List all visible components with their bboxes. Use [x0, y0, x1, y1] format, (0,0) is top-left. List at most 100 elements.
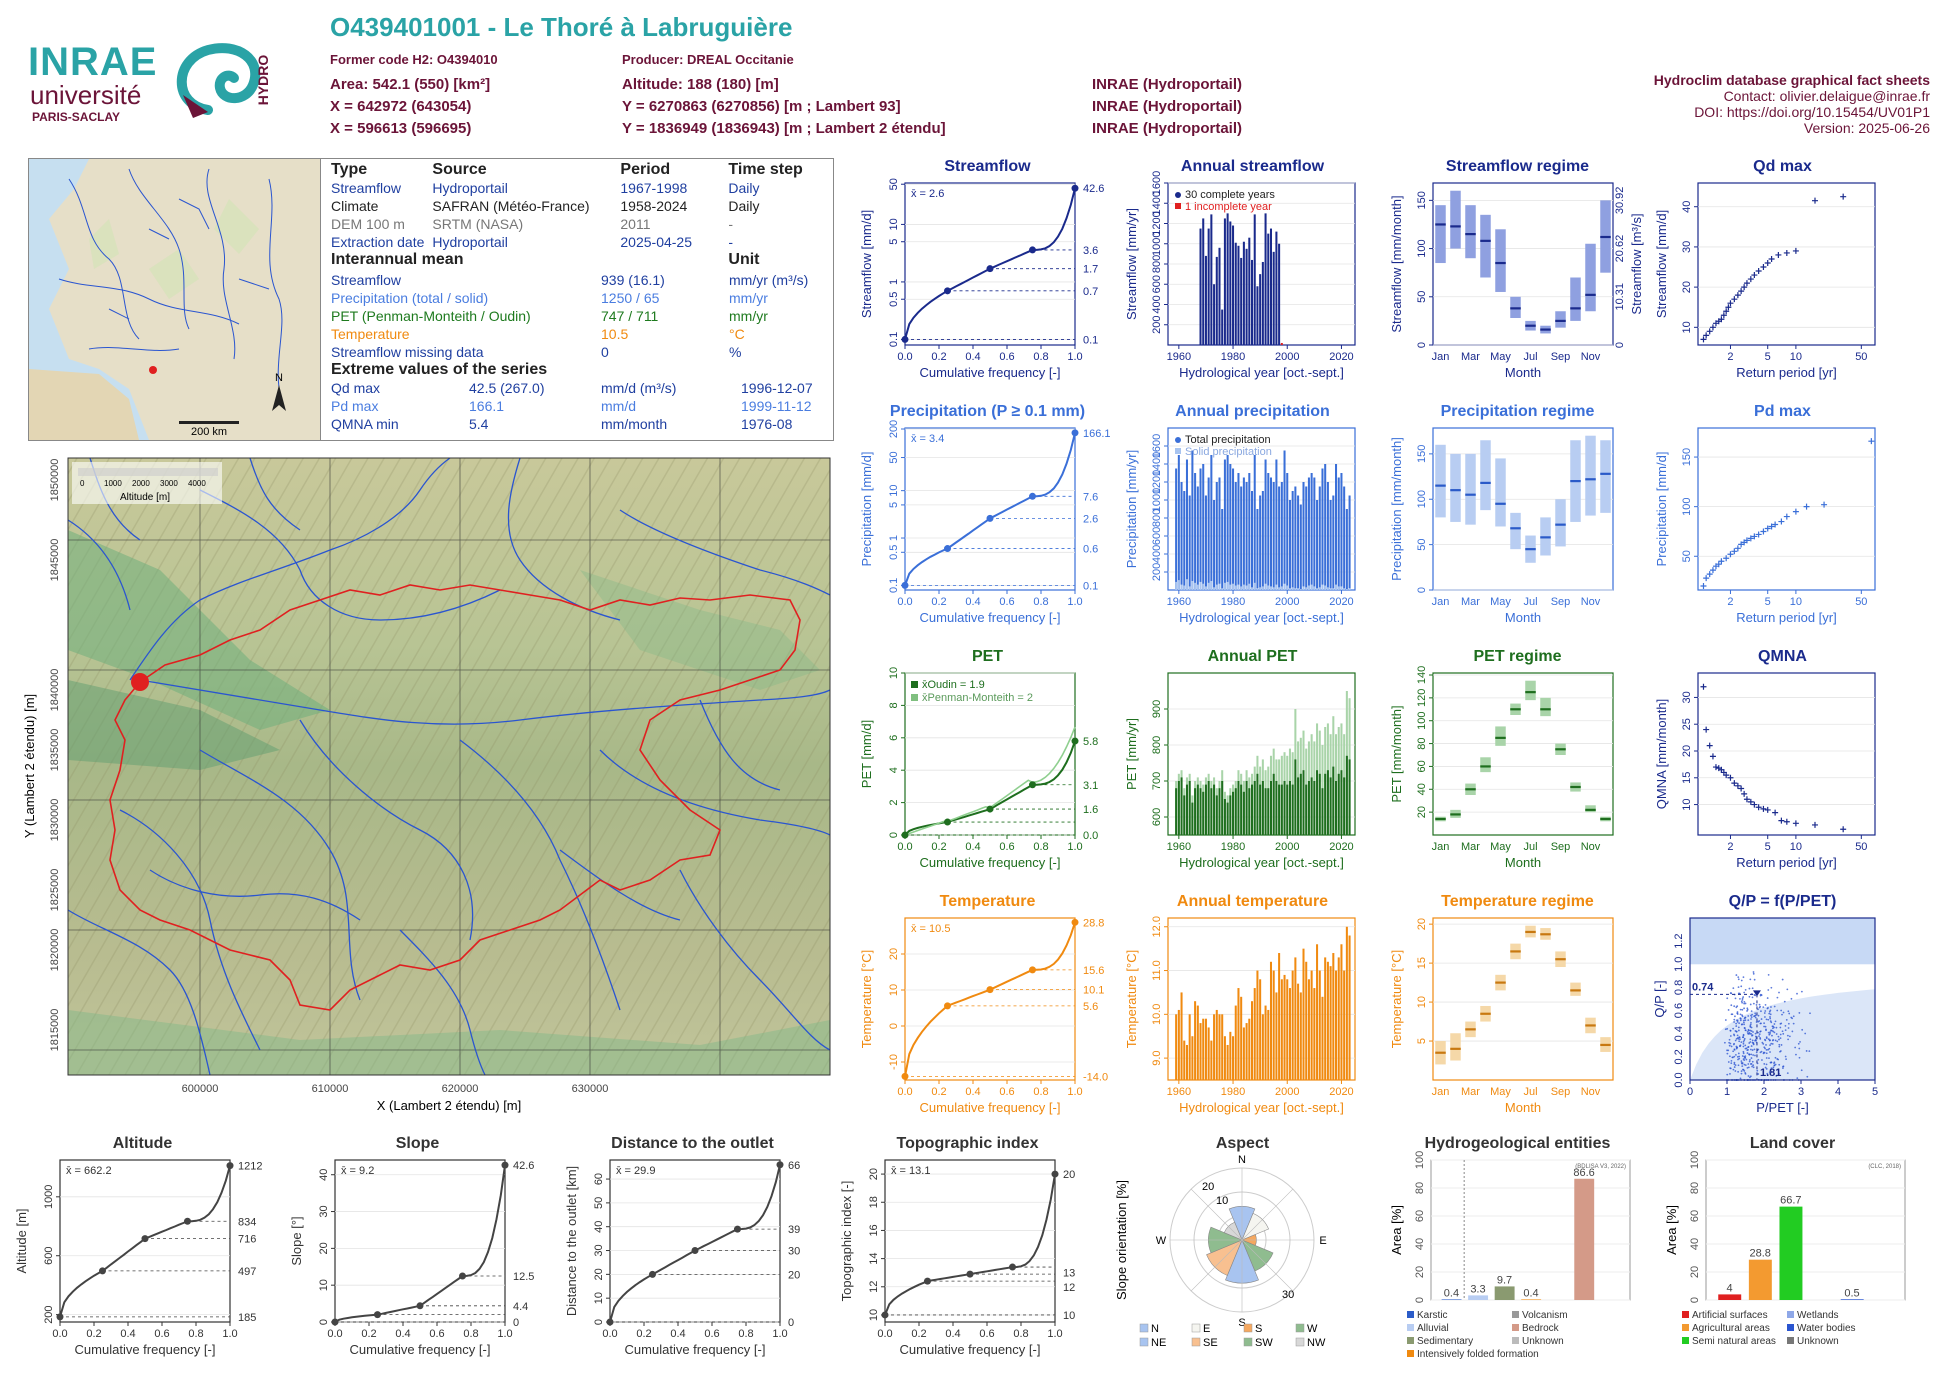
bar	[1321, 996, 1324, 1080]
regime-box	[1480, 214, 1491, 278]
bar-solid	[1213, 587, 1216, 590]
unit-title: Unit	[728, 251, 760, 268]
info-table-panel: Type Source Period Time step Streamflow H…	[320, 158, 834, 441]
legend-label: Solid precipitation	[1185, 446, 1272, 458]
y-axis-label: Distance to the outlet [km]	[564, 1166, 579, 1316]
data-point	[1700, 583, 1707, 590]
y-tick-label: 800	[1151, 255, 1163, 273]
bar	[1202, 464, 1205, 590]
chart-title: PET regime	[1473, 648, 1561, 665]
scatter-point	[1773, 1062, 1775, 1065]
bar	[1202, 791, 1205, 835]
y-tick-label: 1200	[1151, 470, 1163, 494]
ring-label: 30	[1282, 1289, 1294, 1301]
row-label: Temperature	[331, 326, 410, 342]
scatter-point	[1780, 1044, 1783, 1046]
scatter-point	[1742, 1052, 1745, 1055]
regime-box	[1585, 435, 1596, 516]
x-tick-label: Sep	[1551, 1086, 1571, 1098]
x-tick-label: Jan	[1432, 1086, 1450, 1098]
y-tick-label: 0.5	[888, 292, 900, 307]
row-value: 0	[601, 344, 609, 360]
scatter-point	[1730, 1013, 1733, 1016]
bar-solid	[1221, 588, 1224, 590]
bar	[1248, 473, 1251, 590]
reference-label: 0.74	[1692, 981, 1714, 993]
regime-box	[1480, 440, 1491, 511]
bar	[1283, 781, 1286, 835]
x-tick-label: 0.8	[738, 1328, 753, 1340]
right-tick-label: 0	[1614, 342, 1626, 348]
bar	[1294, 759, 1297, 835]
quantile-point	[1071, 184, 1079, 192]
bar	[1185, 784, 1188, 835]
y-axis-label: PET [mm/month]	[1389, 705, 1404, 802]
x-tick-label: 4	[1835, 1086, 1841, 1098]
scatter-point	[1766, 997, 1769, 999]
bar	[1248, 1018, 1251, 1080]
x-tick-label: Nov	[1581, 841, 1601, 853]
bar	[1345, 755, 1348, 835]
x-tick-label: 0.4	[965, 351, 980, 363]
scatter-point	[1746, 1052, 1749, 1054]
scatter-point	[1750, 1032, 1753, 1035]
bar	[1264, 1005, 1267, 1080]
scatter-point	[1757, 1048, 1760, 1051]
right-tick-label: 20.62	[1614, 235, 1626, 263]
y-tick-label: 30	[1681, 241, 1693, 253]
scatter-point	[1771, 1027, 1774, 1030]
y-tick-label: 0	[318, 1319, 330, 1325]
quantile-label: 10.1	[1083, 985, 1104, 997]
y-tick-label: 60	[1416, 760, 1428, 772]
scatter-point	[1762, 1006, 1765, 1008]
bar	[1199, 1023, 1202, 1080]
bar	[1229, 1031, 1232, 1080]
scatter-point	[1788, 1035, 1791, 1038]
bar-solid	[1321, 584, 1324, 590]
bar	[1275, 781, 1278, 835]
y-axis-label: Streamflow [mm/d]	[1654, 210, 1669, 318]
row-period: 2025-04-25	[620, 234, 693, 250]
y-tick-label: 20	[593, 1268, 605, 1280]
y-tick-label: 40	[593, 1221, 605, 1233]
y-tick-label: 80	[1414, 1182, 1426, 1194]
bar	[1240, 486, 1243, 590]
bar	[1256, 773, 1259, 835]
bar	[1318, 773, 1321, 835]
data-point	[1751, 801, 1758, 808]
chart-title: Precipitation (P ≥ 0.1 mm)	[890, 403, 1085, 420]
quantile-point	[944, 1002, 951, 1010]
x-tick-label: 2	[1761, 1086, 1767, 1098]
bar	[1229, 464, 1232, 590]
value-label: 3.3	[1470, 1283, 1485, 1295]
quantile-label: 0.0	[1083, 830, 1098, 842]
doi-link[interactable]: DOI: https://doi.org/10.15454/UV01P1	[1694, 104, 1930, 120]
annual-precipitation-chart: Annual precipitation 20040060080010001200…	[1124, 403, 1356, 625]
quantile-point	[1029, 492, 1036, 500]
quantile-label: 5.8	[1083, 736, 1098, 748]
y-tick-label: 600	[1151, 275, 1163, 293]
chart-title: Annual temperature	[1177, 893, 1328, 910]
bar-solid	[1194, 582, 1197, 590]
y-tick-label: 4	[888, 767, 900, 773]
bar-solid	[1210, 581, 1213, 590]
scatter-point	[1743, 1007, 1745, 1010]
plot-frame	[59, 1159, 231, 1323]
mean-annotation: x̄ = 10.5	[911, 923, 950, 935]
scatter-point	[1729, 992, 1732, 994]
scatter-point	[1781, 1030, 1784, 1033]
bar	[1253, 455, 1256, 590]
data-point	[1778, 518, 1785, 525]
scatter-point	[1757, 1073, 1760, 1075]
y-tick-label: 50	[1416, 291, 1428, 303]
bar	[1232, 225, 1235, 345]
scatter-point	[1769, 1044, 1771, 1047]
y-tick-label: 10	[888, 218, 900, 230]
quantile-label: 166.1	[1083, 428, 1111, 440]
temperature-chart: Temperature -10 0 10 20 0.0 0.2 0.4 0.6 0.8 1.0 28.…	[859, 893, 1108, 1115]
bar	[1278, 784, 1281, 835]
scatter-point	[1744, 1071, 1747, 1074]
legend-swatch	[911, 681, 918, 688]
y-tick-label: 100	[1689, 1151, 1701, 1169]
x-tick-label: 0.0	[52, 1328, 67, 1340]
